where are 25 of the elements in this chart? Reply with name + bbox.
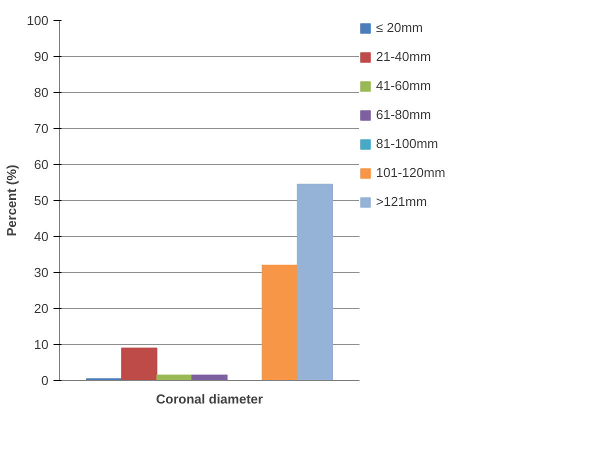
bar (296, 184, 333, 380)
y-tick-label: 20 (34, 301, 49, 316)
legend-label: >121mm (376, 194, 427, 209)
y-tick-label: 100 (26, 13, 49, 28)
legend-label: 81-100mm (376, 136, 438, 151)
y-tick-label: 50 (34, 193, 49, 208)
bar (156, 374, 192, 380)
y-axis-title: Percent (%) (4, 164, 19, 236)
legend-label: ≤ 20mm (376, 20, 423, 35)
y-tick-label: 90 (34, 49, 49, 64)
legend-label: 21-40mm (376, 49, 431, 64)
y-tick-label: 40 (34, 229, 49, 244)
legend-label: 101-120mm (376, 165, 446, 180)
y-tick-label: 0 (41, 373, 49, 388)
bar (262, 264, 298, 380)
y-tick-label: 10 (34, 337, 49, 352)
y-tick-label: 30 (34, 265, 49, 280)
bar (191, 374, 228, 380)
legend-label: 61-80mm (376, 107, 431, 122)
y-tick-label: 80 (34, 85, 49, 100)
y-tick-label: 60 (34, 157, 49, 172)
y-tick-label: 70 (34, 121, 49, 136)
x-axis-title: Coronal diameter (156, 392, 263, 406)
bar (121, 348, 158, 380)
legend-label: 41-60mm (376, 78, 431, 93)
